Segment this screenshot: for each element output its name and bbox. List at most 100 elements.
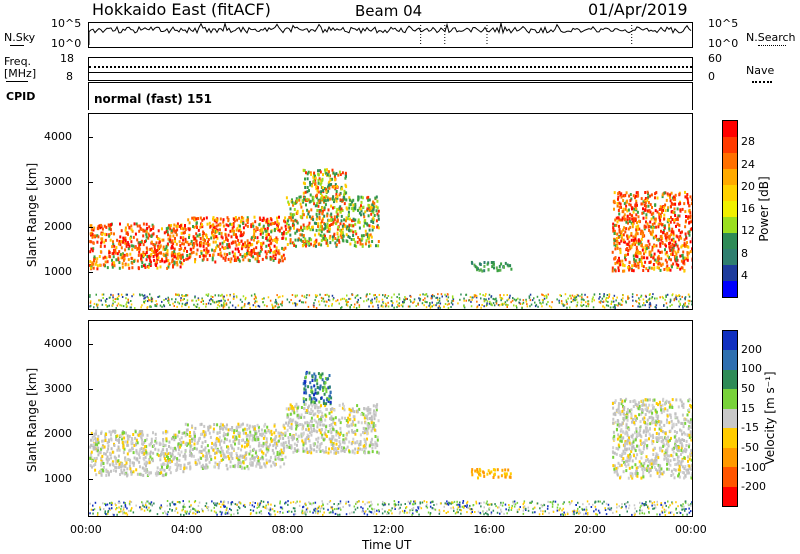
echo-cell [261,228,264,232]
scatter-cell [157,296,159,298]
echo-cell [357,197,360,201]
echo-cell [257,260,260,264]
scatter-cell [378,293,381,296]
echo-cell [618,212,621,216]
echo-cell [471,468,474,472]
scatter-cell [343,297,346,300]
echo-cell [118,438,121,442]
echo-cell [340,449,343,453]
echo-cell [671,250,674,254]
echo-cell [124,236,127,240]
echo-cell [303,387,306,391]
echo-cell [471,261,474,265]
station-title: Hokkaido East (fitACF) [92,0,271,19]
echo-cell [242,226,245,230]
echo-cell [115,457,118,460]
echo-cell [217,463,220,467]
echo-cell [295,402,298,406]
scatter-cell [167,299,169,302]
scatter-cell [625,301,627,304]
scatter-cell [476,300,478,303]
echo-cell [625,191,628,195]
echo-cell [356,451,359,454]
scatter-cell [513,304,515,307]
echo-cell [276,453,279,456]
echo-cell [121,240,124,244]
echo-cell [111,245,114,249]
echo-cell [290,214,293,218]
echo-cell [89,464,92,468]
echo-cell [111,262,114,266]
echo-cell [638,227,641,231]
scatter-cell [139,294,141,297]
echo-cell [325,402,328,406]
echo-cell [107,438,110,442]
scatter-cell [616,296,618,299]
echo-cell [345,233,348,237]
scatter-cell [117,302,120,305]
echo-cell [267,448,270,452]
echo-cell [493,472,496,476]
echo-cell [650,193,653,197]
echo-cell [262,451,265,455]
colorbar-segment [723,233,737,249]
echo-cell [334,173,336,177]
echo-cell [299,202,302,206]
echo-cell [315,228,318,232]
echo-cell [208,253,211,257]
echo-cell [370,415,373,419]
echo-cell [314,391,317,395]
echo-cell [213,423,216,426]
scatter-cell [521,307,523,309]
echo-cell [654,217,657,221]
echo-cell [684,195,687,199]
echo-cell [250,249,253,252]
echo-cell [616,202,619,205]
echo-cell [647,195,650,199]
echo-cell [194,461,197,465]
scatter-cell [184,303,186,306]
echo-cell [375,219,378,223]
echo-cell [339,222,342,226]
scatter-cell [528,295,531,298]
scatter-cell [448,302,450,305]
echo-cell [622,210,625,214]
echo-cell [249,449,252,453]
scatter-cell [180,299,182,302]
echo-cell [246,438,248,442]
echo-cell [168,225,171,229]
echo-cell [309,444,312,447]
scatter-cell [141,304,143,307]
echo-cell [315,404,318,408]
echo-cell [611,250,614,254]
echo-cell [131,446,133,450]
echo-cell [319,208,322,212]
echo-cell [254,229,257,233]
echo-cell [370,235,373,239]
echo-cell [659,250,662,254]
echo-cell [209,454,211,458]
echo-cell [216,423,219,427]
echo-cell [241,255,244,258]
echo-cell [148,234,151,238]
echo-cell [97,453,100,457]
echo-cell [683,242,686,246]
echo-cell [100,223,103,227]
scatter-cell [266,305,268,308]
echo-cell [227,233,230,237]
echo-cell [117,256,120,260]
echo-cell [336,212,339,216]
echo-cell [370,212,373,216]
echo-cell [644,208,647,212]
echo-cell [289,238,292,242]
echo-cell [232,464,235,468]
echo-cell [151,444,154,448]
echo-cell [626,247,629,250]
scatter-cell [226,294,228,297]
scatter-cell [446,298,448,301]
echo-cell [326,222,329,226]
scatter-cell [588,303,590,306]
echo-cell [476,468,479,471]
scatter-cell [227,298,229,301]
echo-cell [178,225,181,228]
